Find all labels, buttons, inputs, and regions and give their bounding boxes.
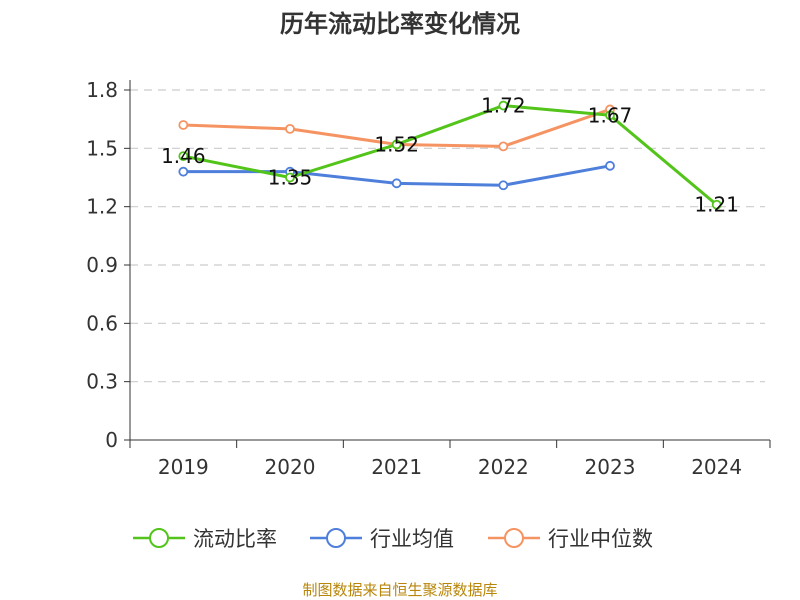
axes: 0 0.3 0.6 0.9 1.2 1.5 1.8 2019 2020 2021 2022 2023 2… — [86, 78, 771, 479]
data-point — [605, 160, 615, 171]
data-point — [285, 123, 295, 134]
legend-marker — [326, 528, 346, 548]
data-label: 1.52 — [374, 132, 419, 156]
x-tick-label: 2019 — [158, 455, 209, 479]
data-point — [285, 172, 295, 183]
y-tick-label: 0 — [105, 428, 118, 452]
series-line-0 — [183, 104, 718, 206]
data-label: 1.21 — [694, 193, 739, 217]
source-note: 制图数据来自恒生聚源数据库 — [302, 581, 497, 599]
legend-label: 行业均值 — [370, 527, 454, 551]
data-point — [498, 180, 509, 191]
data-point — [178, 166, 189, 177]
x-tick-label: 2024 — [691, 455, 742, 479]
x-tick-label: 2022 — [478, 455, 529, 479]
legend-marker — [149, 528, 169, 548]
data-point — [498, 100, 509, 111]
y-tick-label: 1.8 — [86, 78, 118, 102]
y-tick-label: 0.3 — [86, 370, 118, 394]
data-point — [498, 141, 509, 152]
data-point — [178, 120, 189, 130]
chart-title: 历年流动比率变化情况 — [280, 10, 520, 38]
x-tick-label: 2021 — [371, 455, 422, 479]
data-point — [391, 178, 402, 189]
y-tick-label: 0.9 — [86, 253, 118, 277]
data-point — [605, 110, 615, 121]
data-label: 1.67 — [588, 103, 633, 127]
legend-label: 流动比率 — [193, 527, 277, 551]
data-label: 1.46 — [161, 144, 206, 168]
series-group — [178, 100, 722, 210]
data-point — [178, 151, 189, 162]
legend: 流动比率 行业均值 行业中位数 — [133, 527, 653, 551]
data-point — [391, 139, 402, 150]
data-label: 1.35 — [268, 166, 313, 190]
y-tick-label: 0.6 — [86, 311, 118, 335]
x-tick-label: 2020 — [265, 455, 316, 479]
data-labels: 1.46 1.35 1.52 1.72 1.67 1.21 — [161, 94, 739, 217]
legend-marker — [504, 528, 524, 548]
y-tick-label: 1.2 — [86, 195, 118, 219]
x-tick-label: 2023 — [585, 455, 636, 479]
data-label: 1.72 — [481, 94, 526, 118]
legend-label: 行业中位数 — [548, 527, 653, 551]
data-point — [711, 199, 722, 210]
grid-lines — [130, 89, 765, 383]
y-tick-label: 1.5 — [86, 136, 118, 160]
